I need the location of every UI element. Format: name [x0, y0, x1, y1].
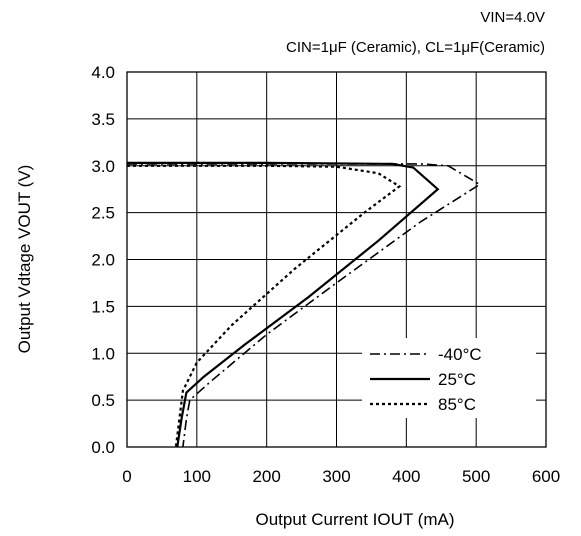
x-tick-label-6: 600 — [532, 467, 560, 486]
y-tick-label-6: 3.0 — [91, 157, 115, 176]
y-axis-label: Output Vdtage VOUT (V) — [15, 165, 34, 354]
series-lines — [127, 161, 482, 448]
y-tick-label-1: 0.5 — [91, 391, 115, 410]
legend: -40°C 25°C 85°C — [362, 338, 536, 418]
plot-frame — [126, 71, 547, 448]
legend-label-2: 85°C — [438, 395, 476, 414]
condition-capacitors: CIN=1μF (Ceramic), CL=1μF(Ceramic) — [286, 39, 545, 56]
y-tick-label-7: 3.5 — [91, 110, 115, 129]
y-tick-labels: 0.0 0.5 1.0 1.5 2.0 2.5 3.0 3.5 4.0 — [91, 63, 115, 457]
y-tick-label-0: 0.0 — [91, 438, 115, 457]
x-tick-label-2: 200 — [252, 467, 280, 486]
x-tick-labels: 0 100 200 300 400 500 600 — [122, 467, 560, 486]
x-tick-label-4: 400 — [392, 467, 420, 486]
legend-label-1: 25°C — [438, 370, 476, 389]
series-line-1 — [127, 161, 440, 448]
series-line-0 — [127, 163, 482, 448]
x-tick-label-5: 500 — [462, 467, 490, 486]
legend-label-0: -40°C — [438, 345, 482, 364]
y-tick-label-4: 2.0 — [91, 251, 115, 270]
x-tick-label-3: 300 — [322, 467, 350, 486]
y-tick-label-3: 1.5 — [91, 297, 115, 316]
x-axis-label: Output Current IOUT (mA) — [255, 510, 454, 529]
condition-vin: VIN=4.0V — [480, 9, 545, 26]
y-tick-label-8: 4.0 — [91, 63, 115, 82]
x-tick-label-1: 100 — [183, 467, 211, 486]
y-tick-label-5: 2.5 — [91, 204, 115, 223]
y-tick-label-2: 1.0 — [91, 344, 115, 363]
x-tick-label-0: 0 — [122, 467, 131, 486]
grid — [126, 71, 547, 448]
